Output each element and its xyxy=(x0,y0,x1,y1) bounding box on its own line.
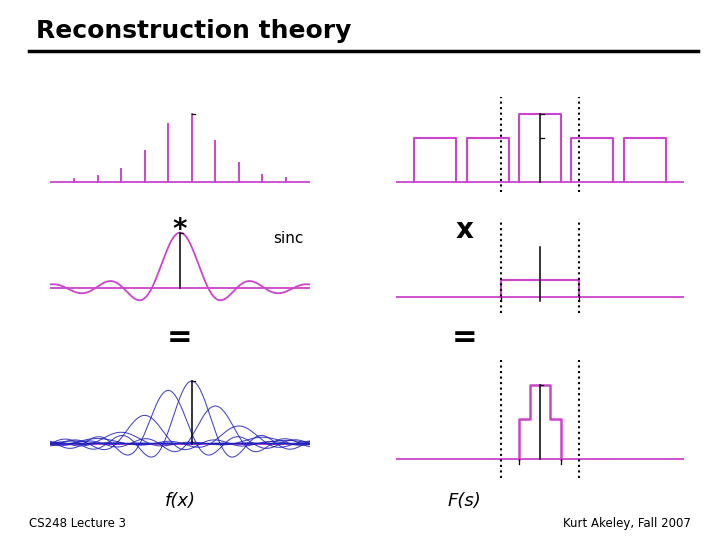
Text: =: = xyxy=(167,323,193,352)
Text: CS248 Lecture 3: CS248 Lecture 3 xyxy=(29,517,126,530)
Text: *: * xyxy=(173,215,187,244)
Text: Reconstruction theory: Reconstruction theory xyxy=(36,19,351,43)
Text: =: = xyxy=(451,323,477,352)
Text: Kurt Akeley, Fall 2007: Kurt Akeley, Fall 2007 xyxy=(563,517,691,530)
Text: f(x): f(x) xyxy=(164,492,196,510)
Text: x: x xyxy=(456,215,473,244)
Text: sinc: sinc xyxy=(274,231,304,246)
Text: F(s): F(s) xyxy=(448,492,481,510)
